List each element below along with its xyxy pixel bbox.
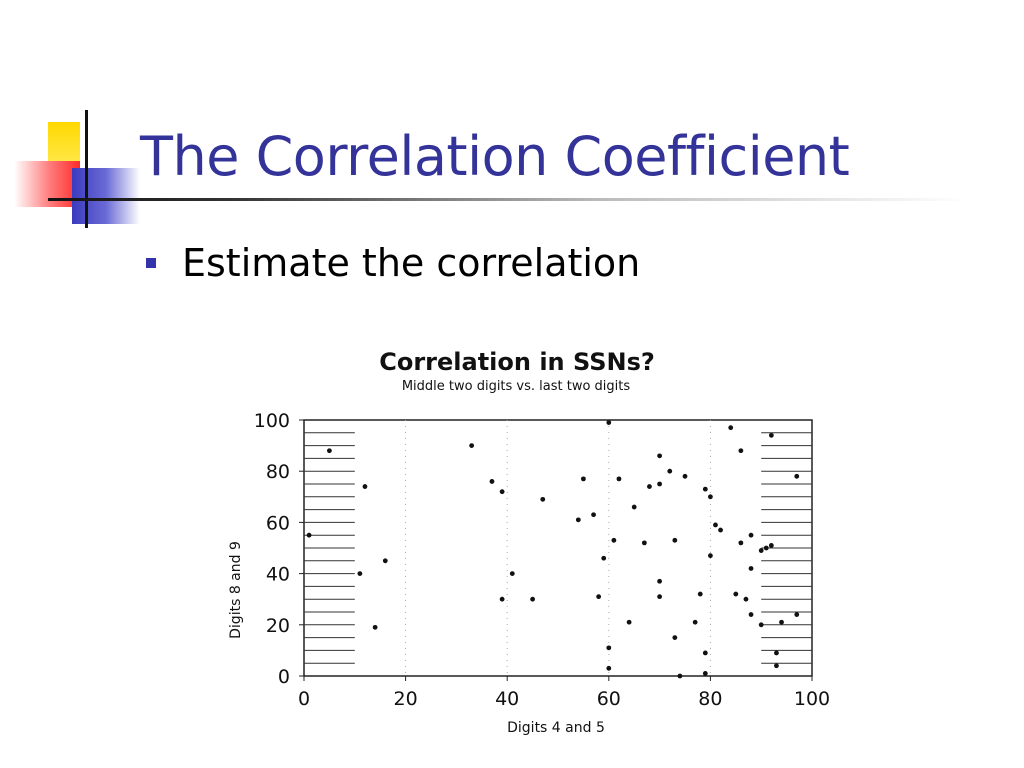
data-point [738, 540, 744, 546]
data-point [708, 494, 713, 500]
data-point [743, 596, 749, 602]
chart-subtitle: Middle two digits vs. last two digits [402, 379, 631, 394]
data-point [794, 473, 800, 479]
data-point [382, 558, 388, 564]
data-point [763, 545, 769, 551]
slide-title: The Correlation Coefficient [140, 125, 850, 188]
x-tick-label: 80 [698, 688, 722, 710]
data-point [575, 517, 581, 523]
data-point [362, 484, 368, 489]
data-point [758, 548, 764, 553]
data-point [713, 522, 718, 528]
data-point [601, 555, 607, 561]
y-tick-label: 60 [266, 512, 290, 534]
data-point [306, 532, 312, 538]
data-point [606, 645, 612, 651]
data-point [647, 484, 652, 489]
data-point [672, 537, 678, 543]
data-point [540, 496, 546, 502]
data-point [657, 453, 662, 459]
data-point [677, 673, 683, 679]
data-point [657, 594, 662, 600]
data-point [657, 578, 662, 584]
bullet-item: Estimate the correlation [146, 240, 640, 286]
data-point [702, 650, 708, 656]
data-point [611, 537, 617, 543]
y-tick-label: 0 [278, 666, 290, 688]
data-point [581, 476, 586, 482]
x-tick-label: 0 [298, 688, 310, 710]
data-point [672, 635, 678, 640]
data-point [748, 532, 754, 538]
data-point [327, 448, 332, 454]
data-point [616, 476, 622, 482]
data-point [530, 596, 535, 602]
data-point [657, 481, 662, 487]
data-point [774, 650, 779, 656]
x-tick-label: 60 [597, 688, 621, 710]
bullet-text: Estimate the correlation [182, 241, 641, 285]
title-underline [48, 198, 968, 201]
data-point [357, 571, 363, 576]
y-axis-label: Digits 8 and 9 [228, 541, 244, 639]
data-point [768, 432, 774, 438]
data-point [779, 619, 784, 625]
scatter-chart: Correlation in SSNs? Middle two digits v… [228, 348, 830, 736]
data-point [733, 591, 739, 597]
data-point [631, 504, 637, 510]
blue-square-decoration [72, 168, 140, 224]
data-point [606, 420, 612, 425]
data-point [708, 553, 713, 559]
data-point [697, 591, 703, 597]
data-point [774, 663, 779, 669]
data-point [509, 571, 515, 576]
data-point [692, 619, 698, 625]
data-point [748, 612, 754, 617]
data-point [738, 448, 744, 454]
data-point [682, 473, 688, 479]
x-tick-label: 20 [394, 688, 418, 710]
data-point [596, 594, 602, 600]
x-tick-label: 40 [495, 688, 519, 710]
data-point [469, 443, 475, 448]
plot-area: 0 20 40 60 80 100 0 20 40 60 80 100 [254, 410, 830, 710]
data-point [768, 543, 774, 548]
y-tick-label: 80 [266, 461, 290, 483]
yellow-square-decoration [48, 122, 80, 164]
data-point [667, 468, 673, 474]
data-point [728, 425, 734, 431]
square-bullet-icon [146, 258, 156, 268]
data-point [794, 612, 800, 617]
vertical-rule-decoration [85, 110, 88, 228]
data-point [499, 596, 505, 602]
data-point [758, 622, 764, 628]
data-point [499, 489, 505, 495]
data-point [606, 665, 612, 671]
data-point [718, 527, 723, 533]
y-tick-label: 100 [254, 410, 290, 432]
y-tick-label: 20 [266, 615, 290, 637]
data-point [626, 619, 632, 625]
data-point [748, 566, 754, 571]
data-point [372, 624, 378, 630]
x-tick-label: 100 [794, 688, 830, 710]
data-point [641, 540, 647, 546]
plot-frame [303, 419, 813, 677]
data-point [702, 671, 708, 676]
data-point [702, 486, 708, 492]
data-point [489, 479, 495, 484]
y-tick-label: 40 [266, 564, 290, 586]
x-axis-label: Digits 4 and 5 [507, 720, 605, 736]
data-point [591, 512, 596, 518]
chart-title: Correlation in SSNs? [379, 348, 655, 376]
